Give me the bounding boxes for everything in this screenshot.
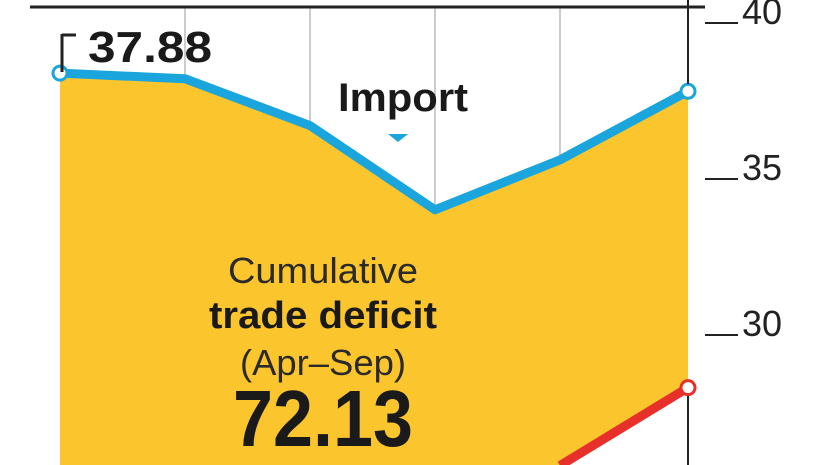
deficit-label-line1: Cumulative bbox=[228, 250, 418, 291]
deficit-label-line3: (Apr–Sep) bbox=[240, 342, 406, 383]
deficit-value: 72.13 bbox=[233, 374, 413, 463]
y-tick-label-35: 35 bbox=[742, 147, 782, 188]
import-point-1 bbox=[51, 64, 69, 82]
first-value-label: 37.88 bbox=[88, 23, 212, 72]
import-pointer-icon bbox=[388, 134, 408, 142]
export-line bbox=[557, 383, 691, 465]
import-line bbox=[59, 68, 691, 215]
export-point-6 bbox=[679, 379, 697, 397]
deficit-label-line2: trade deficit bbox=[209, 295, 437, 337]
trade-deficit-area bbox=[60, 73, 688, 465]
y-tick-label-40: 40 bbox=[742, 0, 782, 32]
import-label: Import bbox=[338, 76, 468, 120]
y-tick-label-30: 30 bbox=[742, 303, 782, 344]
import-point-6 bbox=[679, 82, 697, 100]
